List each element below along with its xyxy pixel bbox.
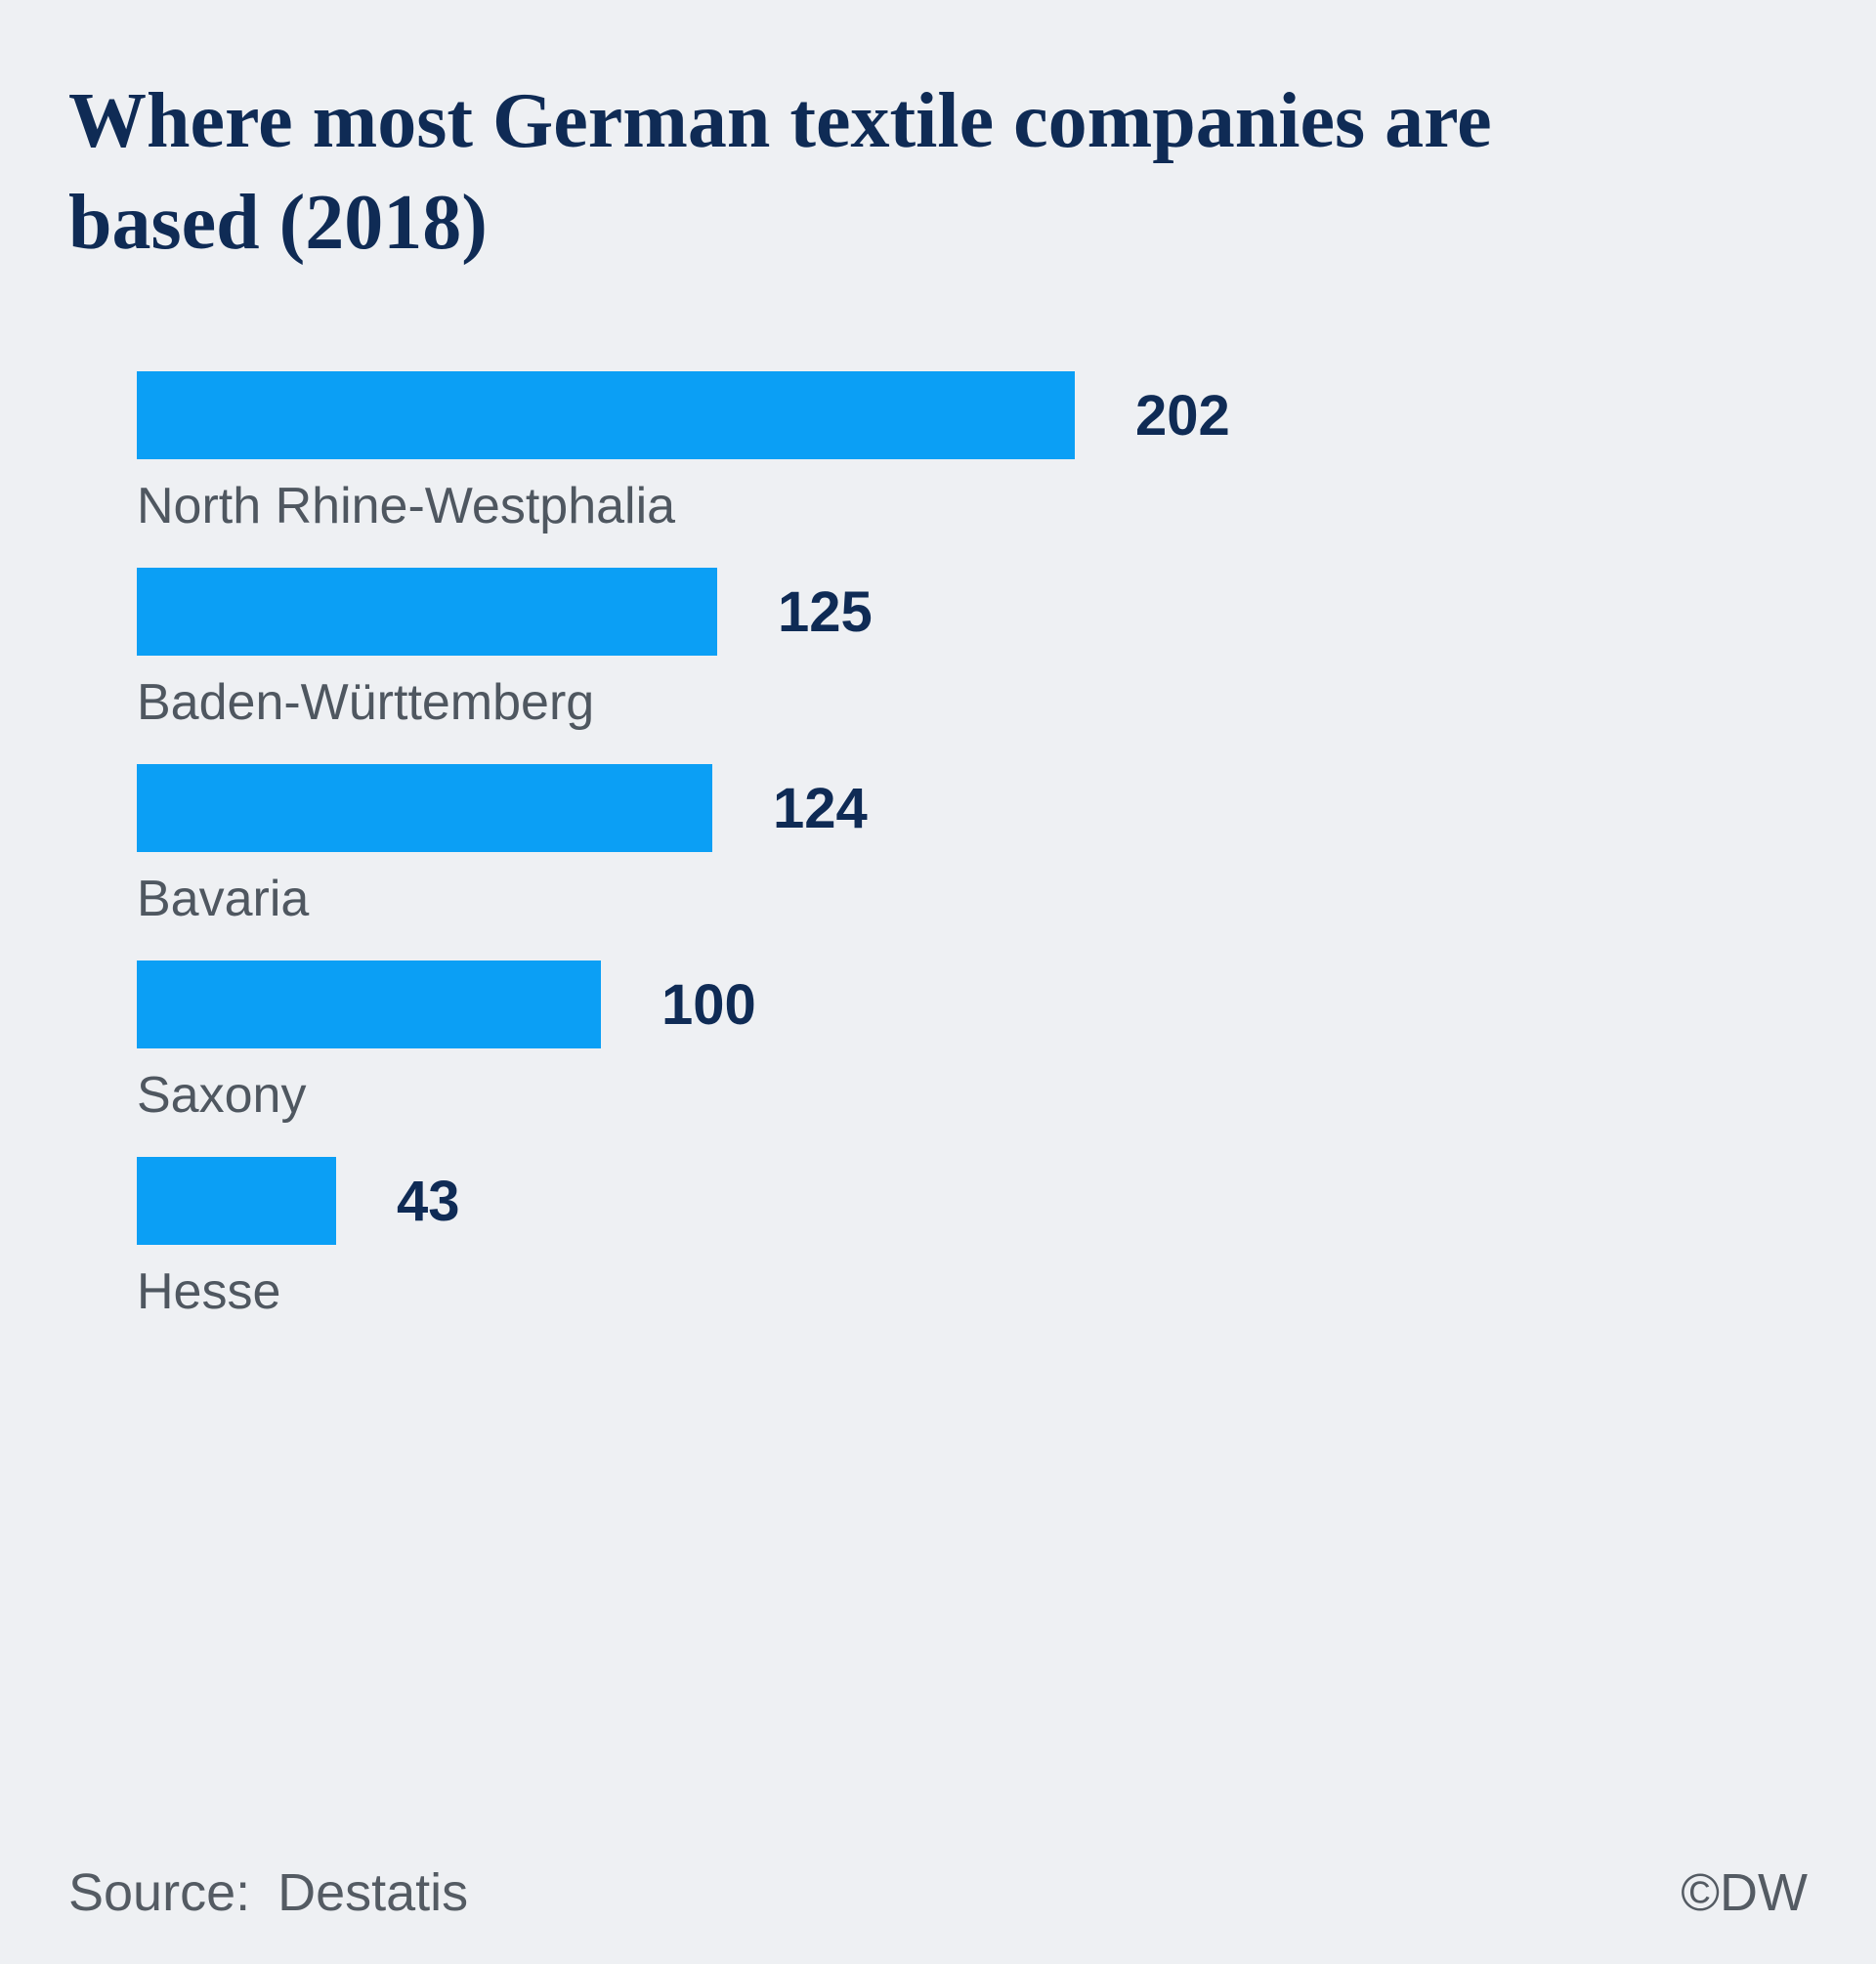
bar-category-label: Baden-Württemberg <box>137 674 595 731</box>
bar-line: 202 <box>137 371 1876 459</box>
bar-category-label: Saxony <box>137 1067 307 1124</box>
bar-category-label: Hesse <box>137 1263 281 1320</box>
bar-line: 124 <box>137 764 1876 852</box>
chart-title: Where most German textile companies are … <box>68 78 1492 266</box>
bar-line: 43 <box>137 1157 1876 1245</box>
bar-category-label: North Rhine-Westphalia <box>137 478 676 534</box>
bar-value: 125 <box>778 579 873 644</box>
chart-footer: Source: Destatis ©DW <box>68 1862 1808 1923</box>
bar-row: 125 Baden-Württemberg <box>137 568 1876 735</box>
copyright-label: ©DW <box>1681 1863 1808 1922</box>
source-label: Source: <box>68 1863 251 1922</box>
bar-value: 43 <box>397 1169 460 1233</box>
bar-value: 202 <box>1135 383 1230 448</box>
bar-category-label: Bavaria <box>137 871 310 927</box>
bar-row: 100 Saxony <box>137 961 1876 1128</box>
bar-chart: 202 North Rhine-Westphalia 125 Baden-Württe… <box>0 371 1876 1324</box>
bar-line: 125 <box>137 568 1876 656</box>
bar-row: 202 North Rhine-Westphalia <box>137 371 1876 538</box>
bar-row: 43 Hesse <box>137 1157 1876 1324</box>
bar-value: 100 <box>661 972 756 1037</box>
bar <box>137 568 717 656</box>
source-line: Source: Destatis <box>68 1862 468 1923</box>
bar <box>137 961 601 1048</box>
bar <box>137 371 1075 459</box>
bar-line: 100 <box>137 961 1876 1048</box>
bar-row: 124 Bavaria <box>137 764 1876 931</box>
bar <box>137 764 712 852</box>
source-value: Destatis <box>277 1863 469 1922</box>
bar-value: 124 <box>773 776 868 840</box>
bar <box>137 1157 336 1245</box>
